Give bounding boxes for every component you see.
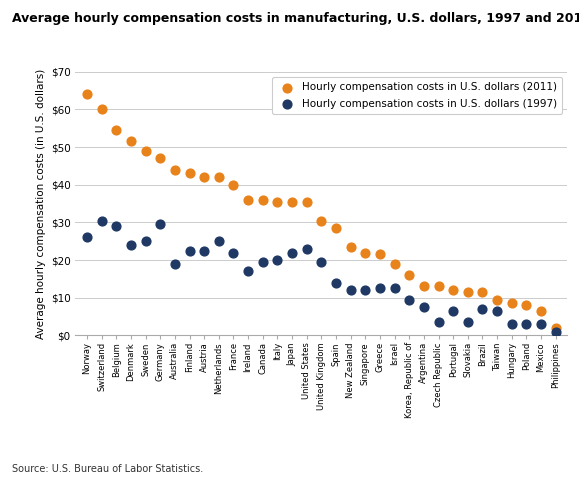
Hourly compensation costs in U.S. dollars (1997) <box>434 319 443 326</box>
Hourly compensation costs in U.S. dollars (2011) <box>493 296 502 303</box>
Hourly compensation costs in U.S. dollars (1997) <box>317 258 326 266</box>
Hourly compensation costs in U.S. dollars (2011) <box>258 196 267 204</box>
Hourly compensation costs in U.S. dollars (1997) <box>346 286 356 294</box>
Hourly compensation costs in U.S. dollars (2011) <box>112 126 121 134</box>
Hourly compensation costs in U.S. dollars (1997) <box>331 279 340 286</box>
Hourly compensation costs in U.S. dollars (2011) <box>302 198 312 205</box>
Hourly compensation costs in U.S. dollars (2011) <box>229 181 238 189</box>
Hourly compensation costs in U.S. dollars (2011) <box>273 198 282 205</box>
Hourly compensation costs in U.S. dollars (1997) <box>551 328 560 335</box>
Hourly compensation costs in U.S. dollars (1997) <box>244 267 253 275</box>
Hourly compensation costs in U.S. dollars (2011) <box>156 155 165 162</box>
Hourly compensation costs in U.S. dollars (2011) <box>375 251 384 258</box>
Hourly compensation costs in U.S. dollars (1997) <box>449 307 458 315</box>
Hourly compensation costs in U.S. dollars (1997) <box>170 260 179 268</box>
Hourly compensation costs in U.S. dollars (2011) <box>317 217 326 224</box>
Hourly compensation costs in U.S. dollars (1997) <box>361 286 370 294</box>
Hourly compensation costs in U.S. dollars (1997) <box>419 303 428 311</box>
Hourly compensation costs in U.S. dollars (2011) <box>287 198 296 205</box>
Hourly compensation costs in U.S. dollars (2011) <box>390 260 399 268</box>
Hourly compensation costs in U.S. dollars (1997) <box>214 238 223 245</box>
Text: Source: U.S. Bureau of Labor Statistics.: Source: U.S. Bureau of Labor Statistics. <box>12 464 203 474</box>
Y-axis label: Average hourly compensation costs (in U.S. dollars): Average hourly compensation costs (in U.… <box>36 68 46 339</box>
Hourly compensation costs in U.S. dollars (1997) <box>200 247 209 254</box>
Hourly compensation costs in U.S. dollars (1997) <box>390 285 399 292</box>
Hourly compensation costs in U.S. dollars (2011) <box>244 196 253 204</box>
Hourly compensation costs in U.S. dollars (2011) <box>126 137 135 145</box>
Hourly compensation costs in U.S. dollars (2011) <box>346 243 356 251</box>
Hourly compensation costs in U.S. dollars (2011) <box>82 91 91 98</box>
Hourly compensation costs in U.S. dollars (1997) <box>478 305 487 313</box>
Hourly compensation costs in U.S. dollars (1997) <box>375 285 384 292</box>
Hourly compensation costs in U.S. dollars (1997) <box>229 249 238 256</box>
Hourly compensation costs in U.S. dollars (1997) <box>522 320 531 328</box>
Hourly compensation costs in U.S. dollars (2011) <box>419 283 428 290</box>
Hourly compensation costs in U.S. dollars (2011) <box>185 170 194 177</box>
Hourly compensation costs in U.S. dollars (1997) <box>302 245 312 252</box>
Hourly compensation costs in U.S. dollars (2011) <box>331 224 340 232</box>
Hourly compensation costs in U.S. dollars (2011) <box>478 288 487 296</box>
Hourly compensation costs in U.S. dollars (2011) <box>214 173 223 181</box>
Hourly compensation costs in U.S. dollars (2011) <box>434 283 443 290</box>
Hourly compensation costs in U.S. dollars (1997) <box>463 319 472 326</box>
Hourly compensation costs in U.S. dollars (1997) <box>82 234 91 241</box>
Hourly compensation costs in U.S. dollars (1997) <box>141 238 150 245</box>
Hourly compensation costs in U.S. dollars (1997) <box>156 220 165 228</box>
Hourly compensation costs in U.S. dollars (1997) <box>287 249 296 256</box>
Hourly compensation costs in U.S. dollars (2011) <box>449 286 458 294</box>
Hourly compensation costs in U.S. dollars (2011) <box>141 147 150 155</box>
Hourly compensation costs in U.S. dollars (2011) <box>170 166 179 173</box>
Hourly compensation costs in U.S. dollars (2011) <box>361 249 370 256</box>
Hourly compensation costs in U.S. dollars (2011) <box>536 307 545 315</box>
Text: Average hourly compensation costs in manufacturing, U.S. dollars, 1997 and 2011: Average hourly compensation costs in man… <box>12 12 579 25</box>
Hourly compensation costs in U.S. dollars (1997) <box>126 241 135 249</box>
Hourly compensation costs in U.S. dollars (1997) <box>258 258 267 266</box>
Hourly compensation costs in U.S. dollars (1997) <box>536 320 545 328</box>
Hourly compensation costs in U.S. dollars (1997) <box>112 222 121 230</box>
Hourly compensation costs in U.S. dollars (1997) <box>405 296 414 303</box>
Hourly compensation costs in U.S. dollars (1997) <box>493 307 502 315</box>
Hourly compensation costs in U.S. dollars (2011) <box>507 299 516 307</box>
Hourly compensation costs in U.S. dollars (1997) <box>507 320 516 328</box>
Hourly compensation costs in U.S. dollars (2011) <box>463 288 472 296</box>
Hourly compensation costs in U.S. dollars (2011) <box>405 271 414 279</box>
Legend: Hourly compensation costs in U.S. dollars (2011), Hourly compensation costs in U: Hourly compensation costs in U.S. dollar… <box>272 77 562 114</box>
Hourly compensation costs in U.S. dollars (1997) <box>97 217 107 224</box>
Hourly compensation costs in U.S. dollars (2011) <box>522 301 531 309</box>
Hourly compensation costs in U.S. dollars (1997) <box>185 247 194 254</box>
Hourly compensation costs in U.S. dollars (2011) <box>200 173 209 181</box>
Hourly compensation costs in U.S. dollars (1997) <box>273 256 282 264</box>
Hourly compensation costs in U.S. dollars (2011) <box>97 106 107 114</box>
Hourly compensation costs in U.S. dollars (2011) <box>551 324 560 331</box>
